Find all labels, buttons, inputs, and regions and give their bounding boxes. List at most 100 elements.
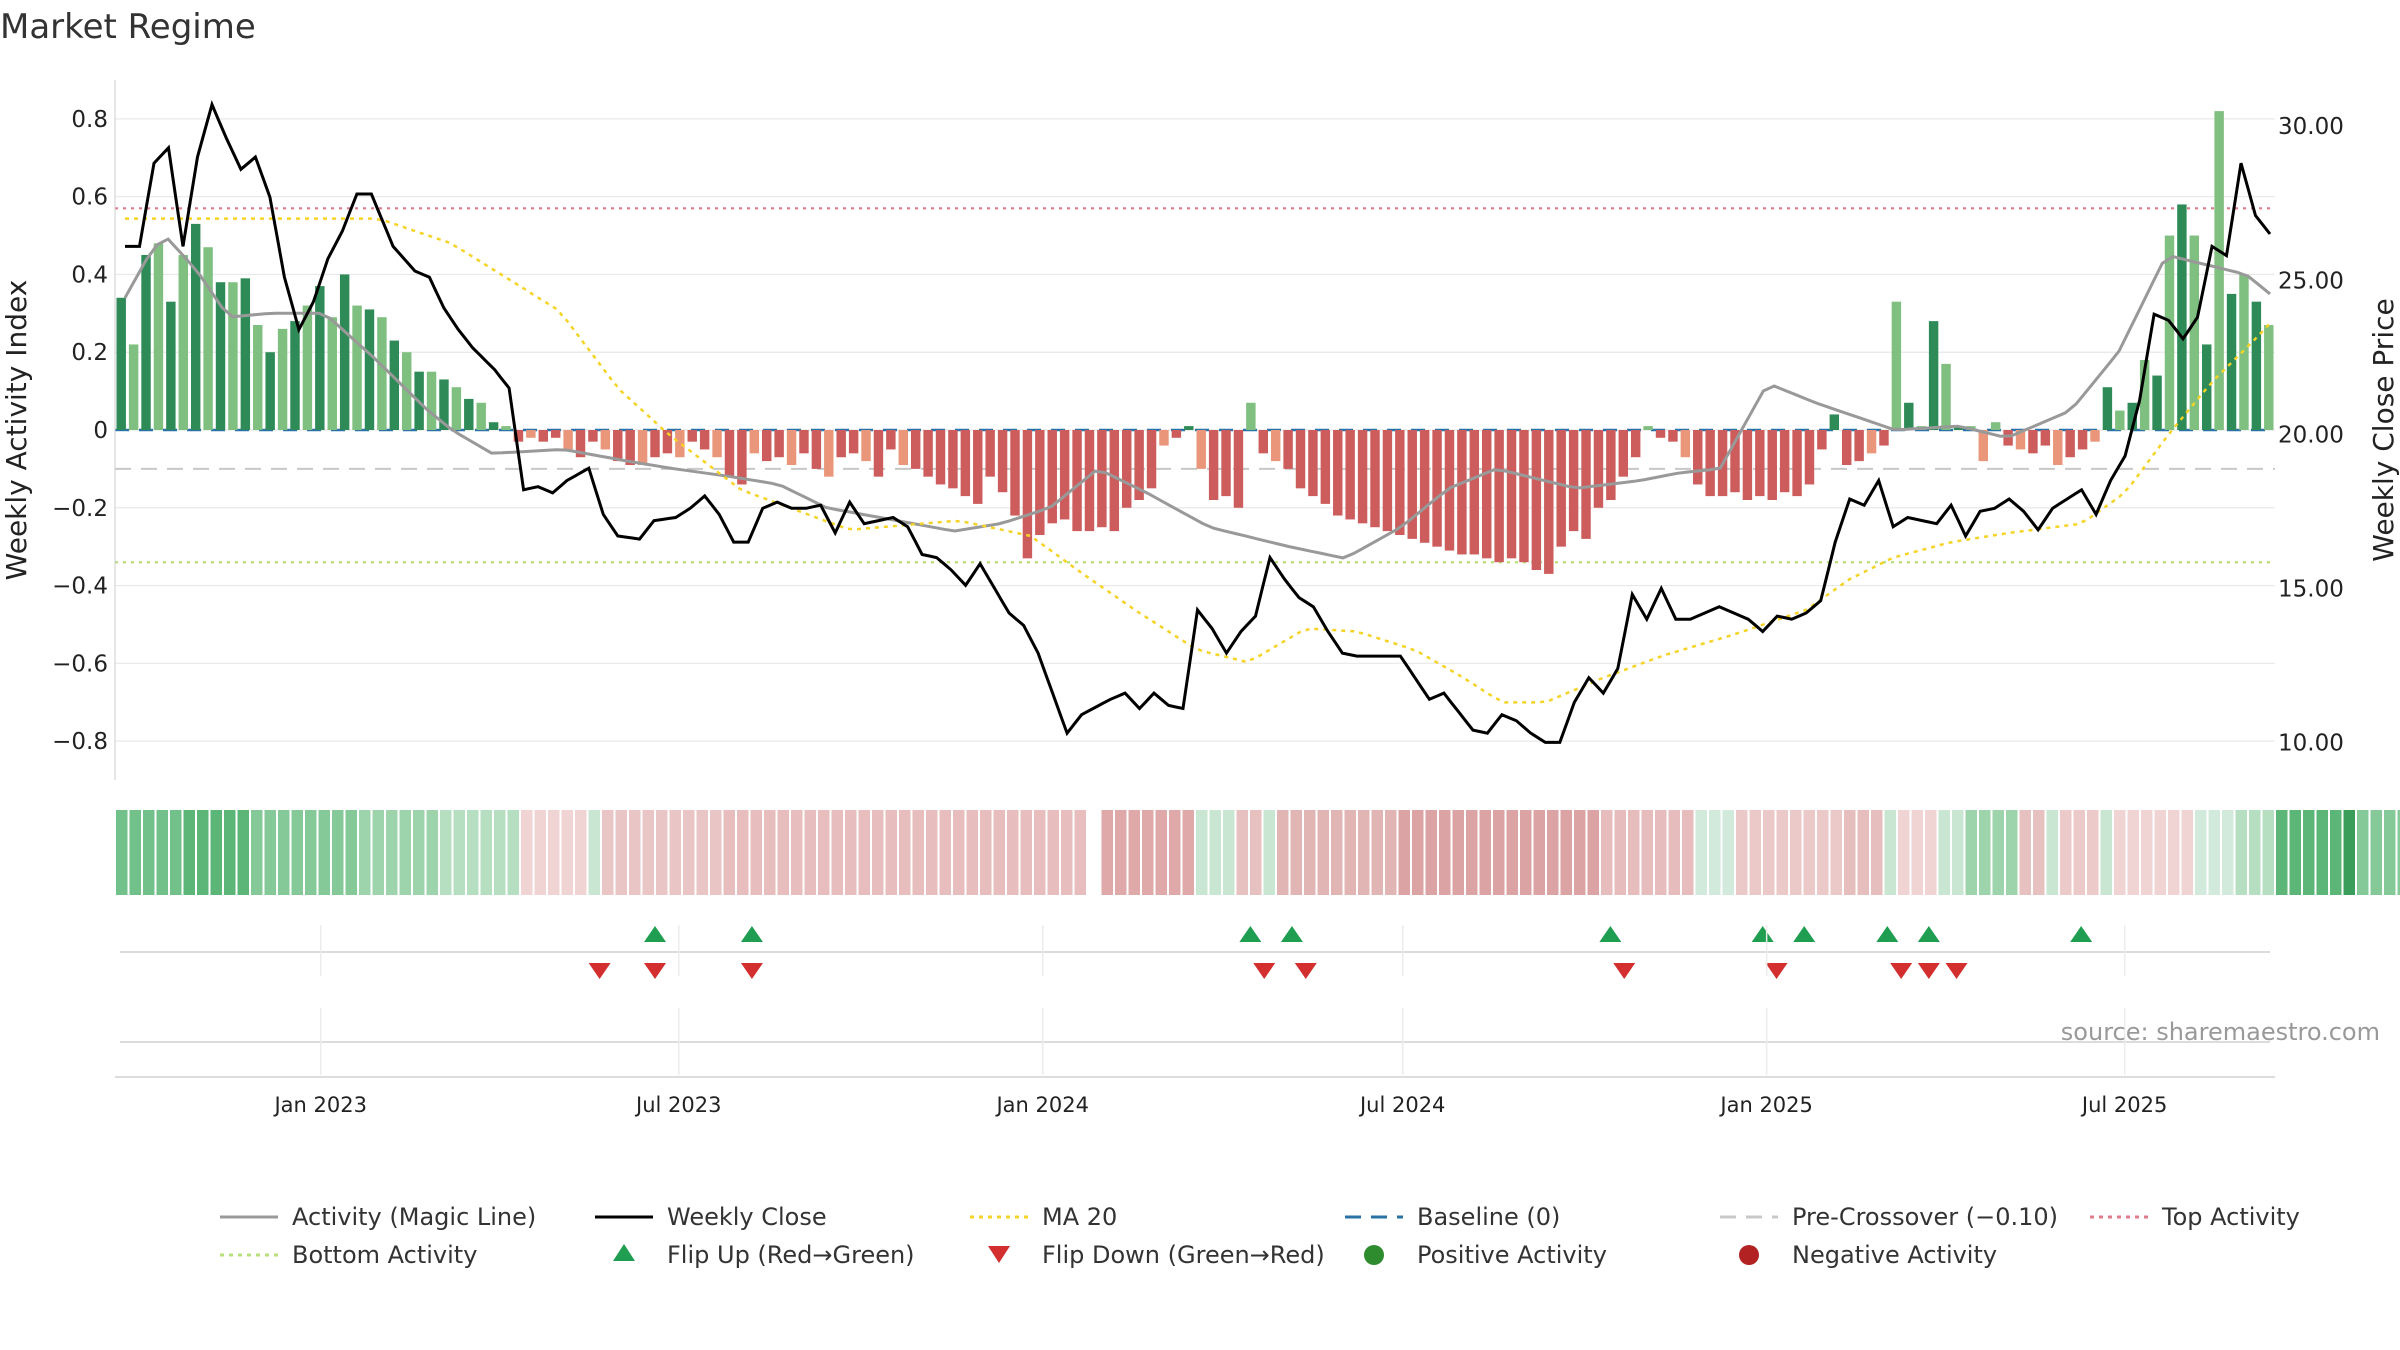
source-label: source: sharemaestro.com: [2061, 1018, 2380, 1046]
activity-bar: [277, 328, 288, 430]
activity-bar: [364, 309, 375, 430]
activity-bar: [2214, 111, 2224, 430]
activity-bar: [1742, 430, 1753, 500]
regime-strip-cell: [926, 810, 938, 895]
activity-bar: [637, 430, 648, 465]
date-tick-label: Jan 2024: [994, 1093, 1089, 1117]
activity-bar: [1122, 430, 1132, 508]
activity-bar: [253, 325, 263, 430]
regime-strip-cell: [1128, 810, 1140, 895]
left-tick-label: 0.4: [71, 262, 108, 288]
activity-bar: [625, 430, 635, 465]
regime-strip-cell: [1155, 810, 1167, 895]
regime-strip-cell: [1007, 810, 1019, 895]
legend-label: Flip Down (Green→Red): [1042, 1241, 1325, 1269]
regime-strip-cell: [2370, 810, 2382, 895]
regime-strip-cell: [615, 810, 627, 895]
regime-strip-cell: [2154, 810, 2166, 895]
legend-label: Positive Activity: [1417, 1241, 1607, 1269]
activity-bar: [575, 430, 586, 458]
flip-up-marker: [1876, 926, 1899, 942]
activity-bar: [2164, 235, 2175, 430]
regime-strip-cell: [1182, 810, 1194, 895]
regime-strip-cell: [1911, 810, 1923, 895]
reference-lines: [115, 207, 2275, 564]
regime-strip-cell: [2262, 810, 2274, 895]
left-tick-label: −0.8: [52, 729, 108, 755]
left-tick-label: −0.2: [52, 496, 108, 522]
regime-strip-cell: [453, 810, 465, 895]
activity-bar: [1817, 430, 1827, 450]
date-axis: Jan 2023 Jul 2023 Jan 2024 Jul 2024 Jan 2025…: [272, 925, 2167, 1117]
date-tick-label: Jul 2024: [1358, 1093, 1445, 1117]
activity-bar: [1904, 402, 1914, 430]
right-tick-label: 10.00: [2278, 730, 2344, 756]
regime-strip-cell: [2303, 810, 2315, 895]
activity-bar: [2139, 360, 2150, 430]
regime-strip-cell: [1884, 810, 1896, 895]
regime-strip-cell: [723, 810, 735, 895]
regime-strip-cell: [507, 810, 519, 895]
activity-bar: [724, 430, 735, 477]
activity-bar: [389, 340, 400, 430]
activity-bar: [1891, 301, 1902, 430]
activity-bar: [451, 387, 462, 430]
activity-bar: [2077, 430, 2088, 450]
regime-strip-cell: [2114, 810, 2126, 895]
regime-strip-cell: [440, 810, 452, 895]
activity-bar: [662, 430, 673, 454]
activity-bar: [2189, 235, 2200, 430]
activity-bar: [439, 379, 449, 430]
flip-up-marker: [1599, 926, 1622, 942]
activity-bar: [1047, 430, 1057, 524]
regime-strip-cell: [264, 810, 276, 895]
regime-strip-cell: [156, 810, 168, 895]
activity-bar: [1010, 430, 1020, 516]
regime-strip-cell: [1493, 810, 1505, 895]
regime-strip-cell: [1574, 810, 1586, 895]
regime-strip-cell: [1479, 810, 1491, 895]
flip-up-marker: [1793, 926, 1816, 942]
regime-strip-cell: [899, 810, 911, 895]
regime-strip-cell: [2235, 810, 2247, 895]
date-tick-label: Jan 2023: [272, 1093, 367, 1117]
activity-bar: [1953, 426, 1964, 430]
activity-bar: [1072, 430, 1082, 532]
activity-bar: [1792, 430, 1802, 497]
regime-strip-cell: [1871, 810, 1883, 895]
regime-strip-cell: [1371, 810, 1383, 895]
activity-bar: [302, 305, 313, 430]
flip-down-marker: [1294, 963, 1317, 979]
regime-strip-cell: [1088, 810, 1100, 895]
regime-strip-cell: [210, 810, 222, 895]
regime-strip-cell: [1614, 810, 1626, 895]
activity-bar: [501, 426, 511, 430]
regime-strip-cell: [791, 810, 803, 895]
regime-strip-cell: [548, 810, 560, 895]
right-axis: 30.00 25.00 20.00 15.00 10.00: [2278, 114, 2344, 756]
activity-bar: [1419, 430, 1430, 543]
regime-strip-cell: [588, 810, 600, 895]
regime-strip-cell: [629, 810, 641, 895]
regime-strip-cell: [2357, 810, 2369, 895]
activity-bar: [1705, 430, 1715, 497]
activity-bar: [1519, 430, 1529, 563]
activity-bar: [1134, 430, 1144, 500]
activity-bar: [650, 430, 660, 458]
activity-bar: [1208, 430, 1219, 500]
flip-up-marker: [1239, 926, 1262, 942]
activity-bar: [1022, 430, 1033, 559]
activity-bar: [166, 301, 176, 430]
activity-bar: [1184, 426, 1194, 430]
activity-bar: [1295, 430, 1306, 489]
regime-strip-cell: [1412, 810, 1424, 895]
activity-bar: [1345, 430, 1355, 520]
regime-strip-cell: [413, 810, 425, 895]
regime-strip-cell: [278, 810, 290, 895]
activity-bar: [1581, 430, 1591, 539]
regime-strip-cell: [2033, 810, 2045, 895]
regime-strip-cell: [953, 810, 965, 895]
regime-strip-cell: [1263, 810, 1275, 895]
activity-bar: [1084, 430, 1095, 532]
legend-label: Negative Activity: [1792, 1241, 1997, 1269]
